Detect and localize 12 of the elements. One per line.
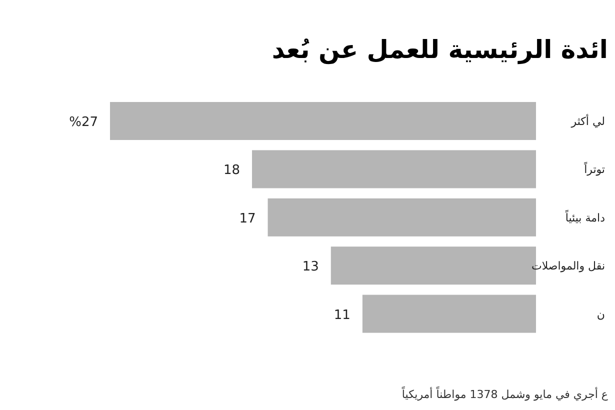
value-label: %27 [69,115,98,130]
value-label: 13 [302,260,319,275]
category-label: لي أكثر [571,115,605,128]
annotation: ع أجري في مايو وشمل 1378 مواطناً أمريكياً [402,388,608,401]
value-label: 18 [223,163,240,178]
title: ائدة الرئيسية للعمل عن بُعد [272,35,608,64]
category-label: نقل والمواصلات [531,260,605,273]
category-label: دامة بيئياً [565,211,605,224]
category-label: توتراً [584,163,605,176]
value-label: 11 [334,308,350,323]
value-label: 17 [239,211,256,226]
category-label: ن [596,308,605,321]
